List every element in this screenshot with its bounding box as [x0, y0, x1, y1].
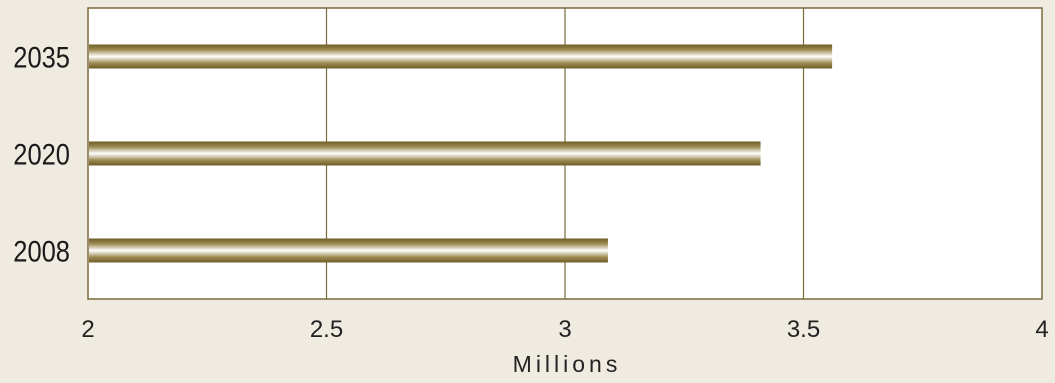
bar-2008 [89, 238, 608, 263]
category-label: 2008 [13, 235, 70, 268]
bar-2035 [89, 44, 833, 69]
category-label: 2020 [13, 138, 70, 171]
x-tick-label: 2 [81, 316, 94, 343]
bars [89, 44, 833, 263]
category-labels: 2035 2020 2008 [13, 41, 70, 268]
x-tick-label: 3 [558, 316, 571, 343]
category-label: 2035 [13, 41, 70, 74]
x-tick-label: 4 [1035, 316, 1048, 343]
x-tick-labels: 2 2.5 3 3.5 4 [81, 316, 1048, 343]
x-tick-label: 3.5 [787, 316, 820, 343]
bar-2020 [89, 141, 761, 166]
x-axis-title: Millions [513, 351, 622, 377]
x-tick-label: 2.5 [310, 316, 343, 343]
